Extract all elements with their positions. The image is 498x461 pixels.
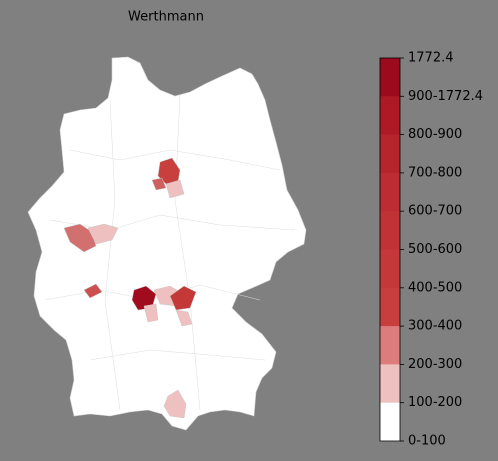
colorbar-label: 800-900 — [408, 127, 462, 142]
colorbar-label: 300-400 — [408, 319, 462, 334]
germany-map — [27, 56, 307, 431]
highlighted-region — [143, 303, 159, 323]
highlighted-region — [83, 283, 103, 299]
colorbar-segment — [380, 326, 400, 365]
colorbar-segment — [380, 211, 400, 250]
map-title: Werthmann — [128, 10, 204, 25]
colorbar-label: 600-700 — [408, 204, 462, 219]
highlighted-region — [165, 179, 185, 199]
colorbar-label: 100-200 — [408, 395, 462, 410]
colorbar-label: 200-300 — [408, 357, 462, 372]
colorbar-label: 1772.4 — [408, 51, 454, 66]
colorbar-segment — [380, 134, 400, 174]
highlighted-region — [175, 309, 193, 327]
colorbar-segment — [380, 364, 400, 403]
highlighted-region — [151, 177, 167, 191]
colorbar: 1772.4 900-1772.4 800-900 700-800 600-700 500… — [379, 51, 483, 449]
colorbar-segment — [380, 287, 400, 327]
colorbar-segment — [380, 172, 400, 212]
highlighted-region — [63, 223, 97, 253]
highlighted-region — [169, 285, 197, 311]
colorbar-label: 900-1772.4 — [408, 89, 483, 104]
colorbar-label: 700-800 — [408, 165, 462, 180]
colorbar-segment — [380, 249, 400, 289]
colorbar-segment — [380, 402, 400, 442]
colorbar-label: 400-500 — [408, 280, 462, 295]
colorbar-segment — [380, 96, 400, 135]
colorbar-label: 0-100 — [408, 434, 446, 449]
highlighted-region — [163, 389, 187, 419]
colorbar-segment — [380, 58, 400, 97]
highlighted-region — [87, 223, 119, 245]
country-outline — [27, 56, 307, 431]
colorbar-label: 500-600 — [408, 242, 462, 257]
